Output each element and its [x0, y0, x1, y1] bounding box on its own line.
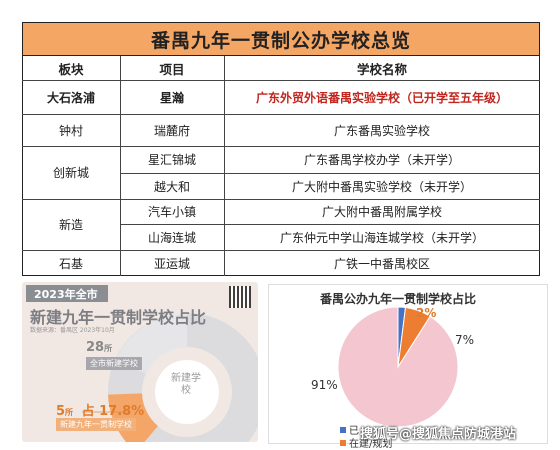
table-row-district: 石基	[58, 256, 83, 271]
legend-item: 已	[340, 422, 359, 437]
table-row-school: 广东仲元中学山海连城学校（未开学）	[279, 230, 484, 245]
header-district: 板块	[58, 61, 84, 77]
header-school: 学校名称	[356, 61, 407, 77]
watermark: 搜狐号@搜狐焦点防城港站	[360, 427, 517, 442]
table-row-school: 广东外贸外语番禺实验学校（已开学至五年级）	[255, 90, 508, 105]
share-label: 新建九年一贯制学校	[56, 418, 136, 431]
left-card-source: 数据来源：番禺区 2023年10月	[30, 327, 115, 334]
total-count-unit: 所	[104, 344, 113, 353]
total-count: 28所	[86, 340, 112, 355]
table-row-project: 亚运城	[153, 256, 190, 271]
pie-label-medium: 7%	[455, 333, 475, 347]
table-row-school: 广铁一中番禺校区	[333, 256, 430, 271]
table-row-project: 越大和	[153, 179, 190, 194]
table-row-district: 钟村	[58, 123, 83, 138]
share-count: 5所 占 17.8%	[56, 400, 144, 419]
pie-chart	[337, 306, 459, 428]
pie-label-small: 2%	[416, 306, 437, 320]
donut-center-label: 新建学校	[171, 373, 201, 396]
pie-label-large: 91%	[311, 378, 338, 392]
legend-label: 在建/规划	[349, 439, 393, 450]
table-row-school: 广大附中番禺附属学校	[321, 205, 442, 219]
table-title-bar: 番禺九年一贯制公办学校总览	[22, 22, 540, 56]
donut-center	[155, 360, 219, 424]
table-row-district: 创新城	[52, 166, 89, 180]
qr-code-icon	[229, 286, 251, 308]
table-row-project: 汽车小镇	[147, 205, 196, 219]
table-row-project: 山海连城	[147, 230, 196, 245]
left-card-title: 新建九年一贯制学校占比	[30, 308, 207, 327]
header-project: 项目	[159, 61, 185, 77]
share-count-unit: 所	[65, 408, 74, 417]
pie-title: 番禺公办九年一贯制学校占比	[320, 292, 477, 306]
share-percent: 占 17.8%	[81, 404, 145, 419]
table-row-project: 星汇锦城	[147, 153, 196, 167]
table-row-project: 星瀚	[159, 90, 184, 105]
table-row-district: 新造	[58, 218, 83, 232]
total-label: 全市新建学校	[86, 357, 142, 370]
table-row-school: 广东番禺学校办学（未开学）	[303, 153, 460, 167]
legend-label: 已	[349, 426, 359, 437]
total-count-value: 28	[86, 340, 105, 355]
share-count-value: 5	[56, 404, 66, 419]
table-row-school: 广大附中番禺实验学校（未开学）	[291, 179, 472, 194]
pie-slice	[337, 306, 459, 428]
table-row-project: 瑞麓府	[153, 123, 190, 138]
year-badge: 2023年全市	[26, 285, 108, 302]
table-row-district: 大石洛浦	[46, 90, 95, 105]
legend-swatch	[340, 439, 346, 446]
legend-item: 在建/规划	[340, 435, 392, 450]
table-title: 番禺九年一贯制公办学校总览	[150, 29, 411, 52]
legend-swatch	[340, 426, 346, 433]
table-row-school: 广东番禺实验学校	[333, 123, 430, 138]
